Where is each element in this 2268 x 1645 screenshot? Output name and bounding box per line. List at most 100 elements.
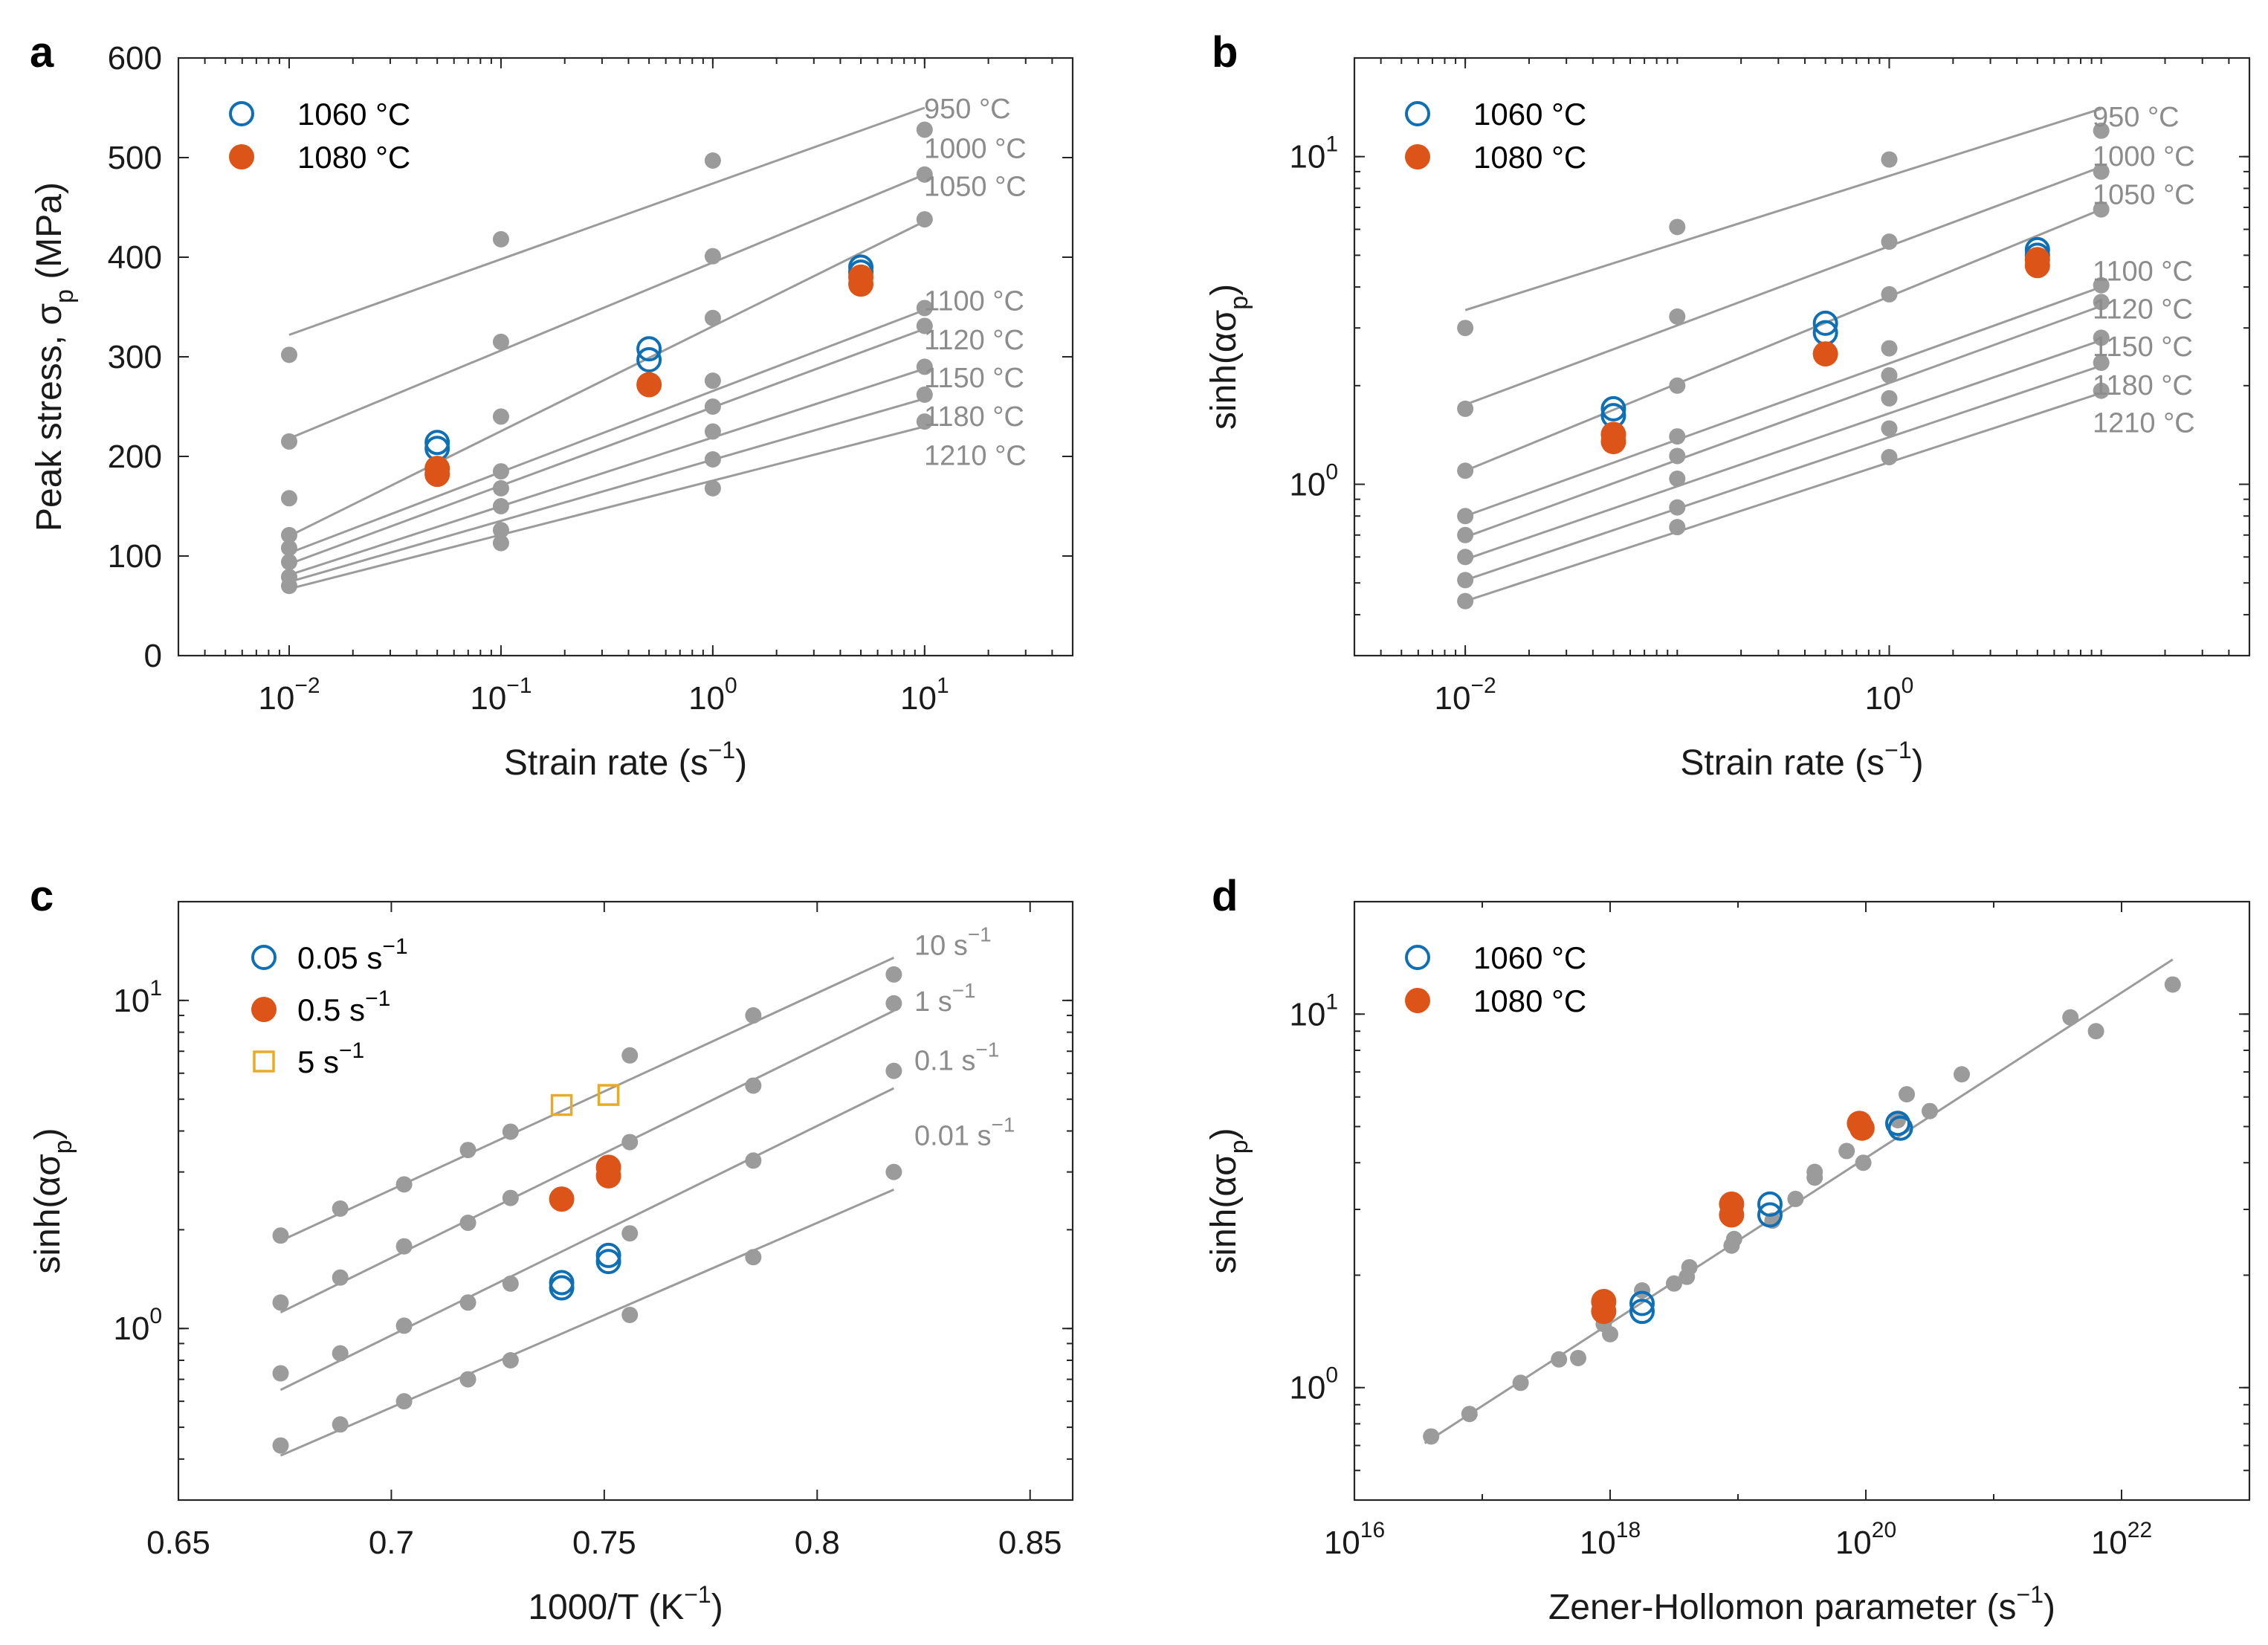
panel-letter-b: b [1212,28,1238,77]
data-point-small-dot [492,230,509,248]
data-point-filled-circle [848,271,874,297]
plot-area-c [272,956,902,1457]
y-tick-label: 200 [108,439,162,475]
data-point-small-dot [704,479,721,497]
data-point-small-dot [492,333,509,350]
x-tick-base: 10 [2091,1525,2128,1561]
series-annotation-sup: −1 [952,979,976,1002]
data-point-small-dot [280,346,297,363]
x-tick-label: 1022 [2091,1518,2152,1561]
data-point-small-dot [1881,420,1898,437]
legend-label-text: 0.5 s [297,992,365,1027]
data-point-legend-open-circle [1405,945,1430,970]
plot-frame-d [1353,900,2251,1502]
y-tick-label: 500 [108,140,162,176]
data-point-small-dot [916,358,933,375]
series-5-s-1 [550,1084,620,1116]
fit-line [1464,392,2102,603]
y-tick-label: 300 [108,339,162,375]
series-annotation: 0.01 s−1 [914,1113,1015,1151]
data-point-small-dot [1634,1282,1650,1299]
plot-frame-b [1353,56,2251,657]
legend-label-text: 1060 °C [297,97,410,132]
data-point-legend-open-square [253,1050,275,1073]
series-0-5-s-1 [549,1154,621,1212]
data-point-small-dot [1457,549,1474,566]
data-point-open-circle [549,1275,575,1301]
fit-line [280,1189,894,1457]
data-point-small-dot [1666,1275,1682,1292]
series-annotation-text: 0.1 s [914,1046,975,1077]
data-point-open-circle [1629,1290,1655,1316]
series-annotation: 1210 °C [2093,408,2195,439]
data-point-small-dot [1457,400,1474,417]
y-tick-base: 10 [1289,139,1325,175]
y-axis-label-sub: p [51,289,79,303]
x-tick-exponent: 16 [1360,1518,1385,1542]
data-point-small-dot [272,1294,289,1311]
data-point-small-dot [1881,151,1898,168]
x-tick-label: 100 [688,673,737,717]
y-axis-label: sinh(ασp) [1204,284,1253,430]
y-axis-label-sub: p [1225,296,1253,310]
ticks-a [178,57,1073,656]
data-point-small-dot [1838,1143,1855,1160]
x-axis-label: Strain rate (s−1) [1680,737,1923,783]
fit-line [288,106,925,336]
data-point-small-dot [1881,340,1898,357]
plot-frame-c [177,900,1074,1502]
x-tick-base: 10 [1835,1525,1872,1561]
x-tick-label: 0.75 [572,1525,636,1561]
data-point-small-dot [2093,201,2110,218]
series-annotation: 1100 °C [2093,256,2193,288]
legend-label-text: 1080 °C [1473,140,1586,175]
legend-label: 5 s−1 [297,1038,364,1079]
data-point-open-circle [424,430,450,456]
x-tick-label: 101 [900,673,949,717]
legend-label-sup: −1 [339,1038,364,1063]
data-point-small-dot [1457,526,1474,543]
data-point-small-dot [704,152,721,169]
data-point-small-dot [280,433,297,450]
data-point-small-dot [745,1077,762,1094]
y-tick-base: 10 [113,983,149,1019]
legend-c: 0.05 s−10.5 s−15 s−1 [251,934,408,1079]
legend-d: 1060 °C 1080 °C [1405,940,1586,1018]
fit-line [1464,107,2102,311]
series-annotation-sup: −1 [968,923,992,946]
series-annotation-text: 0.01 s [914,1120,992,1151]
data-point-legend-open-circle [229,101,254,126]
x-axis-label-end: ) [2044,1588,2055,1627]
x-axis-label-sup: −1 [708,737,735,763]
y-tick-base: 10 [1289,467,1325,503]
y-tick-label: 101 [113,976,162,1019]
data-point-legend-open-circle [1405,101,1430,126]
fit-line [1464,364,2102,581]
data-point-small-dot [1457,592,1474,610]
data-point-small-dot [1787,1190,1804,1207]
series-reference-rates [272,966,902,1454]
data-point-filled-circle [1812,341,1838,367]
data-point-small-dot [1806,1163,1823,1180]
data-point-small-dot [916,211,933,228]
data-point-legend-open-circle [251,945,277,970]
data-point-small-dot [1922,1102,1938,1119]
fit-line [280,1087,895,1392]
x-tick-exponent: 1 [937,673,949,698]
data-point-small-dot [1457,572,1474,589]
x-tick-label: 1018 [1580,1518,1641,1561]
fit-line [1464,285,2102,517]
x-tick-exponent: 0 [725,673,737,698]
legend-label: 1060 °C [297,97,410,132]
data-point-filled-circle [1600,429,1626,455]
series-annotation: 1150 °C [924,363,1024,394]
data-point-small-dot [2062,1009,2079,1026]
data-point-legend-filled-circle [1405,988,1430,1013]
x-tick-exponent: 0 [1902,673,1914,698]
data-point-small-dot [2093,277,2110,294]
series-annotation: 1000 °C [2093,141,2195,172]
x-tick-base: 10 [688,680,725,717]
data-point-small-dot [280,526,297,543]
